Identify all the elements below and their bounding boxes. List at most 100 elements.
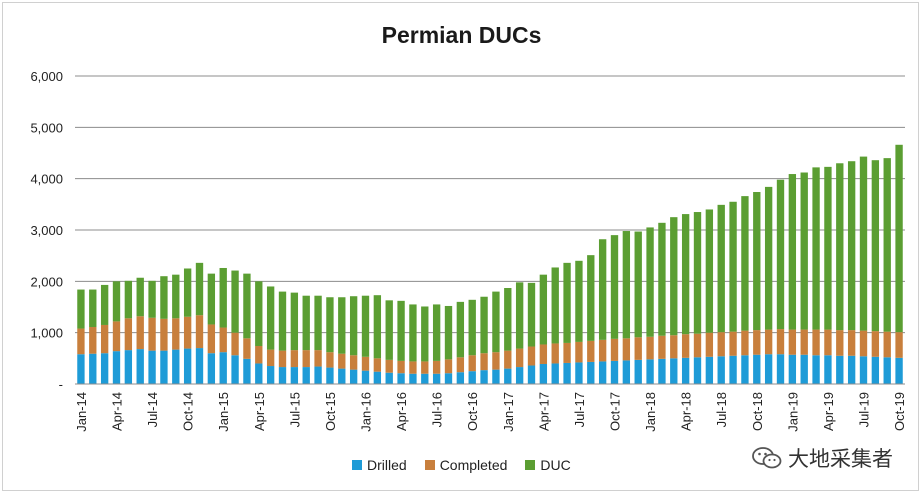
- bar-completed: [456, 357, 465, 373]
- bar-drilled: [373, 371, 382, 384]
- x-tick-label: Oct-15: [323, 392, 338, 431]
- x-tick-label: Apr-14: [110, 392, 125, 431]
- bar-drilled: [290, 367, 299, 384]
- bar-drilled: [219, 352, 227, 384]
- bar-duc: [385, 300, 393, 360]
- bar-duc: [764, 186, 773, 330]
- bar-drilled: [563, 362, 571, 384]
- x-tick-label: Apr-17: [536, 392, 551, 431]
- bar-duc: [729, 201, 737, 332]
- bar-drilled: [693, 357, 702, 384]
- bar-completed: [207, 324, 216, 354]
- bar-duc: [670, 217, 678, 336]
- bar-completed: [527, 346, 536, 366]
- bar-completed: [504, 350, 512, 369]
- bar-duc: [847, 161, 856, 331]
- bar-duc: [504, 288, 512, 351]
- bar-drilled: [871, 356, 880, 384]
- bar-duc: [77, 289, 85, 329]
- bar-duc: [89, 289, 97, 328]
- bar-drilled: [551, 363, 559, 384]
- bar-drilled: [409, 373, 417, 384]
- bar-duc: [658, 222, 666, 336]
- bar-completed: [587, 340, 595, 362]
- bar-completed: [895, 332, 903, 358]
- bar-duc: [895, 144, 903, 333]
- bar-completed: [634, 337, 642, 360]
- bar-drilled: [432, 373, 441, 384]
- bar-duc: [776, 179, 785, 330]
- x-tick-label: Jul-16: [430, 392, 445, 427]
- bar-completed: [836, 330, 844, 356]
- x-tick-label: Jan-18: [643, 392, 658, 432]
- chart-legend: Drilled Completed DUC: [352, 457, 589, 473]
- bar-duc: [207, 273, 216, 325]
- bar-completed: [646, 336, 654, 360]
- bar-completed: [160, 318, 168, 351]
- bar-duc: [314, 295, 322, 351]
- bar-duc: [278, 291, 287, 351]
- bar-drilled: [764, 354, 773, 384]
- x-tick-label: Oct-17: [608, 392, 623, 431]
- bar-completed: [824, 329, 832, 356]
- bar-completed: [314, 350, 322, 367]
- bar-duc: [741, 196, 749, 331]
- bar-duc: [432, 304, 441, 361]
- bar-completed: [598, 339, 607, 362]
- y-tick-label: 4,000: [30, 172, 63, 187]
- bar-drilled: [741, 355, 749, 384]
- bar-completed: [421, 361, 429, 374]
- bar-completed: [112, 321, 121, 352]
- bar-completed: [100, 324, 109, 354]
- bar-completed: [492, 352, 500, 370]
- bar-duc: [302, 295, 310, 351]
- bar-drilled: [575, 362, 583, 384]
- bar-duc: [800, 172, 808, 330]
- bar-duc: [409, 304, 417, 362]
- bar-drilled: [136, 349, 144, 384]
- x-tick-label: Jul-17: [572, 392, 587, 427]
- bar-drilled: [480, 370, 488, 384]
- bar-completed: [776, 329, 785, 355]
- bar-duc: [361, 295, 370, 357]
- x-tick-label: Oct-14: [181, 392, 196, 431]
- bar-completed: [373, 358, 382, 372]
- bar-duc: [824, 166, 832, 330]
- bar-completed: [231, 332, 239, 356]
- x-tick-label: Jul-14: [145, 392, 160, 427]
- bar-duc: [551, 267, 559, 344]
- bar-duc: [290, 292, 299, 351]
- bar-drilled: [421, 373, 429, 384]
- bar-completed: [705, 332, 714, 357]
- bar-completed: [397, 360, 405, 374]
- bar-drilled: [847, 355, 856, 384]
- bar-completed: [349, 355, 358, 370]
- bar-drilled: [859, 356, 868, 384]
- bar-duc: [243, 273, 251, 339]
- bar-completed: [622, 338, 631, 361]
- bar-duc: [468, 299, 476, 356]
- bar-completed: [729, 331, 737, 356]
- bar-completed: [266, 349, 275, 367]
- bar-completed: [883, 331, 891, 358]
- y-tick-label: 1,000: [30, 326, 63, 341]
- bar-drilled: [468, 371, 476, 384]
- bar-completed: [539, 344, 548, 364]
- legend-item-duc: DUC: [525, 457, 571, 473]
- bar-drilled: [444, 373, 453, 384]
- bar-drilled: [658, 358, 666, 384]
- bar-completed: [89, 327, 97, 354]
- bar-completed: [551, 343, 559, 364]
- bar-duc: [456, 301, 465, 358]
- bar-duc: [836, 163, 844, 331]
- bar-completed: [859, 330, 868, 357]
- bar-completed: [563, 342, 571, 363]
- bar-drilled: [397, 373, 405, 384]
- y-tick-label: 2,000: [30, 274, 63, 289]
- bar-drilled: [326, 367, 334, 384]
- bar-completed: [432, 360, 441, 374]
- bar-drilled: [836, 355, 844, 384]
- x-tick-label: Jan-17: [501, 392, 516, 432]
- bar-duc: [195, 262, 204, 316]
